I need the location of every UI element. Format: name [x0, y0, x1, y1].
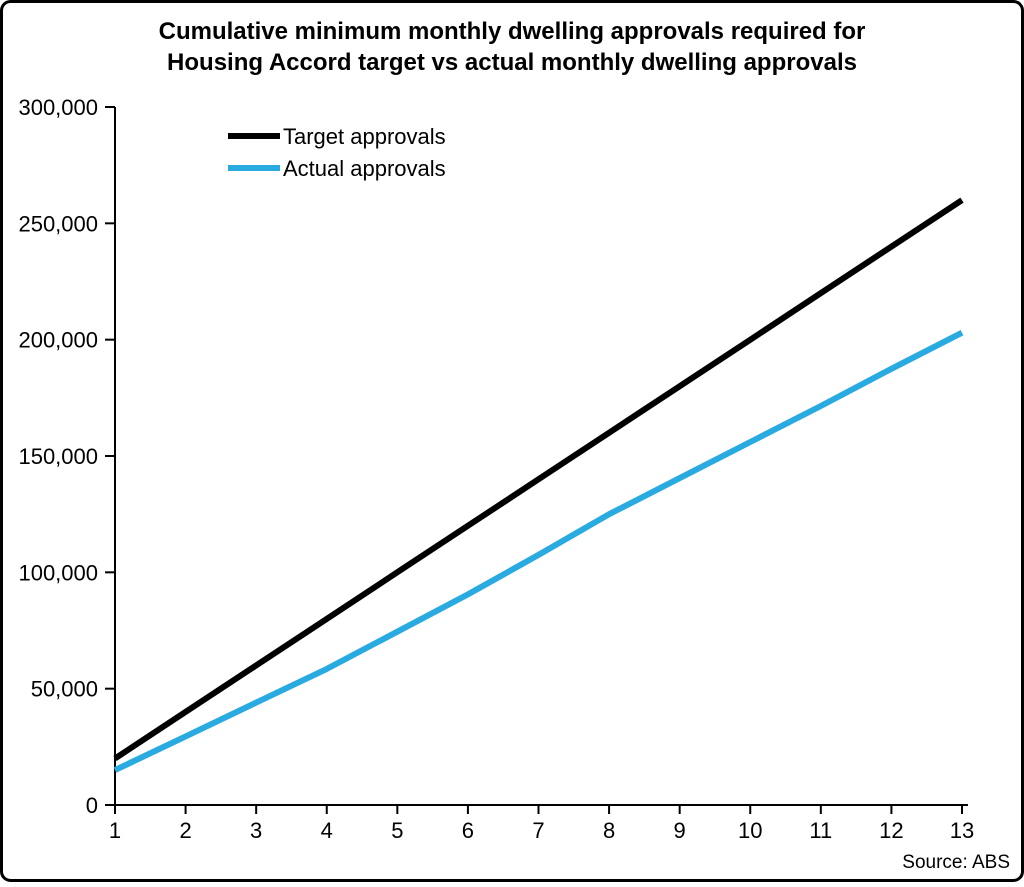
- x-tick-label: 11: [809, 818, 832, 843]
- x-tick-label: 9: [674, 818, 686, 843]
- legend-label-actual: Actual approvals: [283, 156, 446, 181]
- axes: 0 50,000 100,000 150,000 200,000 250,000 300,0…: [18, 95, 974, 843]
- y-tick-label: 200,000: [18, 328, 98, 353]
- x-tick-label: 5: [391, 818, 403, 843]
- y-tick-label: 50,000: [31, 677, 98, 702]
- legend-label-target: Target approvals: [283, 124, 446, 149]
- target-approvals-line: [113, 197, 964, 762]
- legend: Target approvals Actual approvals: [228, 124, 446, 181]
- y-tick-label: 250,000: [18, 211, 98, 236]
- y-tick-label: 150,000: [18, 444, 98, 469]
- chart-title-line2: Housing Accord target vs actual monthly …: [167, 49, 857, 76]
- x-tick-label: 2: [179, 818, 191, 843]
- x-tick-label: 10: [738, 818, 762, 843]
- x-tick-label: 12: [879, 818, 903, 843]
- x-tick-label: 13: [950, 818, 974, 843]
- x-tick-label: 1: [109, 818, 121, 843]
- x-tick-label: 8: [603, 818, 615, 843]
- chart-title-line1: Cumulative minimum monthly dwelling appr…: [159, 18, 866, 45]
- source-note: Source: ABS: [902, 852, 1010, 873]
- data-series: [113, 197, 964, 773]
- actual-approvals-line: [113, 330, 964, 773]
- x-tick-label: 4: [321, 818, 333, 843]
- y-tick-label: 300,000: [18, 95, 98, 120]
- x-tick-label: 7: [532, 818, 544, 843]
- x-tick-label: 6: [462, 818, 474, 843]
- x-tick-label: 3: [250, 818, 262, 843]
- y-tick-label: 100,000: [18, 560, 98, 585]
- y-tick-label: 0: [86, 793, 98, 818]
